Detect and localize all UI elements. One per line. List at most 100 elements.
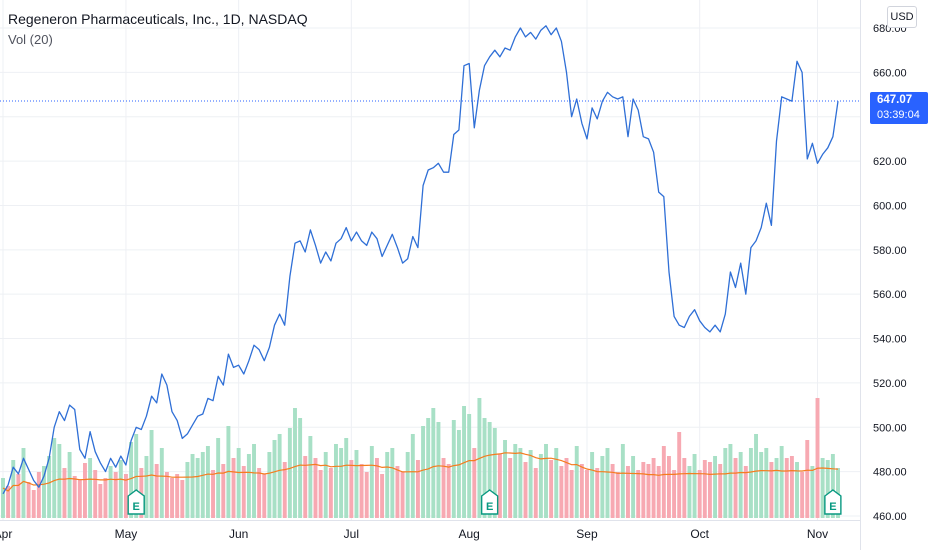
volume-bar xyxy=(164,472,169,518)
volume-bar xyxy=(252,444,256,518)
volume-bar xyxy=(170,478,175,518)
earnings-marker[interactable]: E xyxy=(480,489,499,515)
volume-bar xyxy=(272,440,277,518)
y-tick-label: 600.00 xyxy=(873,200,907,212)
last-price-value: 647.07 xyxy=(877,94,913,106)
earnings-marker[interactable]: E xyxy=(127,489,145,515)
volume-bar xyxy=(282,462,287,518)
volume-bar xyxy=(52,438,57,518)
volume-bar xyxy=(503,440,507,518)
volume-bar xyxy=(462,406,467,518)
volume-bar xyxy=(180,480,185,518)
volume-bar xyxy=(595,468,600,518)
price-line xyxy=(2,25,839,495)
volume-bar xyxy=(108,466,113,518)
volume-bar xyxy=(98,484,103,518)
volume-bar xyxy=(656,466,661,518)
last-price-tag: 647.07 03:39:04 xyxy=(870,92,928,124)
volume-bar xyxy=(385,452,390,518)
volume-bar xyxy=(605,448,610,518)
volume-bar xyxy=(795,462,799,518)
volume-bar xyxy=(718,464,723,518)
x-tick-label: Jul xyxy=(344,527,359,541)
volume-bar xyxy=(175,474,180,518)
volume-bar xyxy=(492,428,497,518)
volume-bar xyxy=(451,420,456,518)
volume-bar xyxy=(636,470,641,518)
volume-bar xyxy=(661,446,666,518)
volume-bar xyxy=(733,458,738,518)
volume-bar xyxy=(236,448,241,518)
volume-bar xyxy=(538,454,543,518)
volume-bar xyxy=(36,472,41,518)
volume-bar xyxy=(472,448,477,518)
volume-bar xyxy=(805,440,810,518)
volume-bar xyxy=(743,466,748,518)
volume-ma-line xyxy=(2,452,839,492)
volume-bar xyxy=(800,472,805,518)
volume-bar xyxy=(610,464,615,518)
volume-bar xyxy=(26,482,31,518)
volume-bar xyxy=(129,442,134,518)
volume-bar xyxy=(687,466,692,518)
volume-bar xyxy=(257,468,262,518)
volume-bar xyxy=(103,478,108,518)
volume-bar xyxy=(344,438,349,518)
volume-bar xyxy=(205,446,210,518)
volume-bar xyxy=(303,456,308,518)
volume-bar xyxy=(298,418,303,518)
y-tick-label: 500.00 xyxy=(873,422,907,434)
volume-bar xyxy=(646,464,651,518)
volume-bar xyxy=(195,458,200,518)
volume-bar xyxy=(323,452,328,518)
volume-bar xyxy=(154,464,159,518)
symbol-title[interactable]: Regeneron Pharmaceuticals, Inc., 1D, NAS… xyxy=(8,11,308,27)
volume-bar xyxy=(77,480,82,518)
volume-bar xyxy=(67,452,72,518)
y-tick-label: 520.00 xyxy=(873,378,907,390)
volume-bar xyxy=(190,454,195,518)
volume-bar xyxy=(328,468,333,518)
currency-button[interactable]: USD xyxy=(887,6,917,28)
chart-legend: Regeneron Pharmaceuticals, Inc., 1D, NAS… xyxy=(8,9,308,49)
volume-bar xyxy=(544,444,548,518)
volume-bar xyxy=(262,474,267,518)
volume-bar xyxy=(697,470,702,518)
volume-bar xyxy=(369,446,374,518)
volume-bar xyxy=(318,470,323,518)
volume-bar xyxy=(359,464,364,518)
volume-bar xyxy=(631,456,636,518)
y-tick-label: 660.00 xyxy=(873,67,907,79)
volume-bar xyxy=(482,418,487,518)
volume-bar xyxy=(31,490,36,518)
volume-bar xyxy=(293,408,297,518)
volume-bar xyxy=(241,466,246,518)
volume-bar xyxy=(441,458,446,518)
volume-bar xyxy=(16,474,21,518)
volume-bar xyxy=(113,472,118,518)
volume-bar xyxy=(118,460,123,518)
volume-bar xyxy=(21,448,26,518)
volume-bar xyxy=(769,462,774,518)
volume-bar xyxy=(123,474,128,518)
volume-bar xyxy=(421,426,426,518)
x-tick-label: Nov xyxy=(807,527,828,541)
earnings-marker-label: E xyxy=(133,501,140,513)
volume-bar xyxy=(62,468,67,518)
y-tick-label: 540.00 xyxy=(873,334,907,346)
volume-bar xyxy=(380,474,385,518)
volume-bar xyxy=(692,454,697,518)
earnings-marker-shape xyxy=(127,489,145,515)
volume-bar xyxy=(810,466,815,518)
volume-bar xyxy=(666,456,671,518)
x-tick-label: Jun xyxy=(229,527,248,541)
earnings-marker[interactable]: E xyxy=(824,489,842,515)
volume-indicator-label[interactable]: Vol (20) xyxy=(8,32,53,47)
volume-bar xyxy=(267,452,272,518)
volume-bar xyxy=(1,478,5,518)
volume-bar xyxy=(590,452,595,518)
volume-bar xyxy=(57,444,62,518)
volume-bar xyxy=(431,408,436,518)
earnings-marker-label: E xyxy=(486,501,493,513)
